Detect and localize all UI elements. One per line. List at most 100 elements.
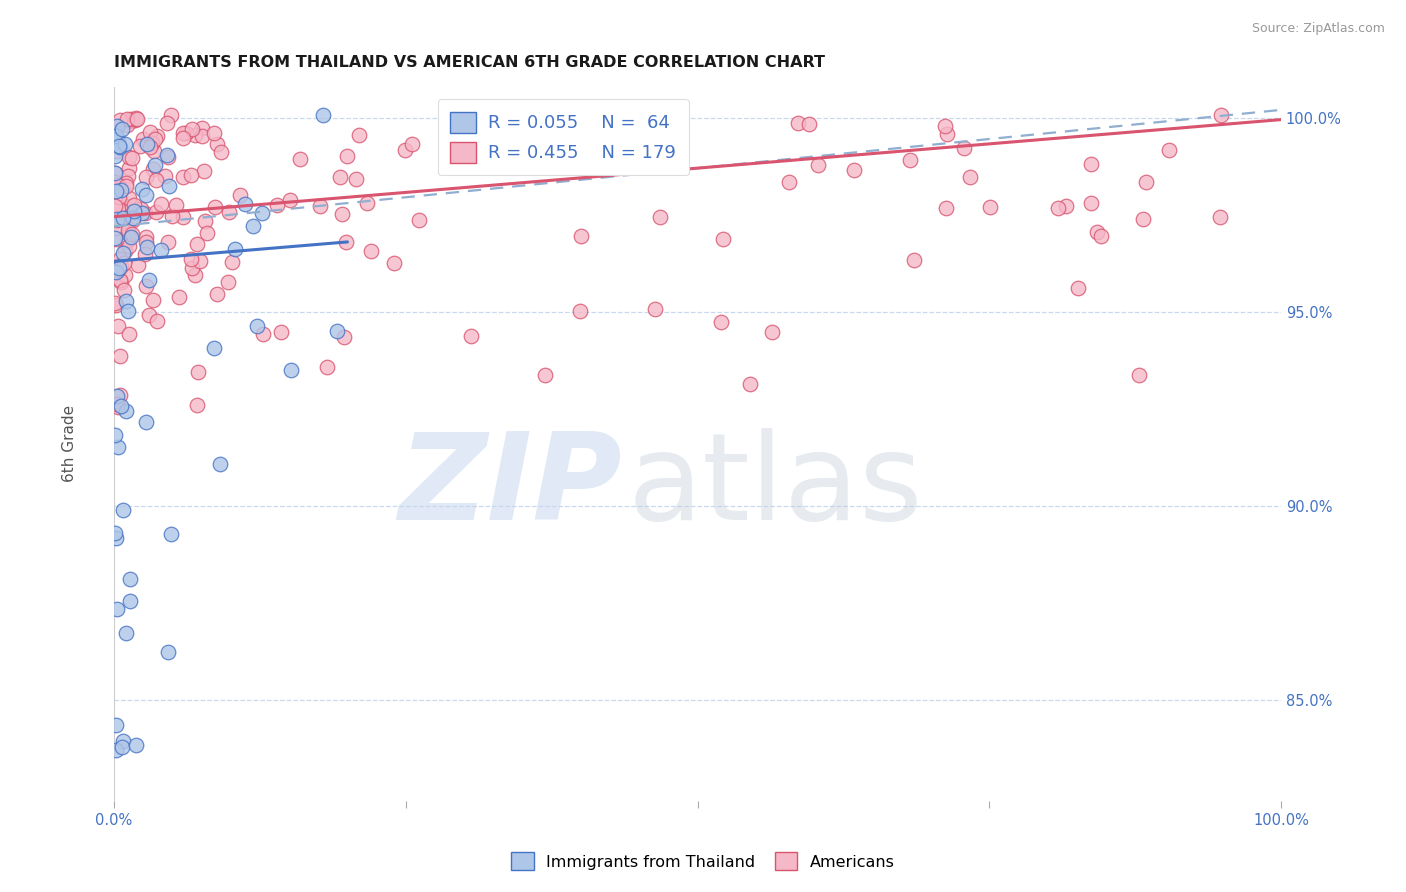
Point [104,718,127,732]
Point [205,287,228,301]
Point [110,183,132,197]
Point [135,170,157,185]
Point [224,242,246,256]
Point [107,132,129,146]
Point [329,169,352,184]
Point [146,314,169,328]
Point [104,176,127,190]
Point [105,213,128,227]
Point [118,150,141,164]
Point [1159,143,1181,157]
Point [108,260,131,275]
Point [135,240,157,254]
Point [105,743,128,757]
Point [105,389,128,403]
Point [903,252,925,267]
Point [180,122,202,136]
Point [1209,210,1232,224]
Point [534,368,557,382]
Point [115,625,138,640]
Point [122,198,145,212]
Point [105,297,128,311]
Point [172,169,194,184]
Point [190,121,212,136]
Point [135,230,157,244]
Point [1085,226,1108,240]
Point [181,260,204,275]
Point [114,137,136,152]
Point [120,112,142,126]
Point [117,223,139,237]
Point [111,211,134,225]
Point [935,201,957,215]
Point [205,136,228,151]
Point [114,403,136,417]
Point [330,207,353,221]
Point [460,329,482,343]
Point [569,228,592,243]
Point [122,212,145,227]
Point [333,329,356,343]
Point [235,197,257,211]
Point [115,118,138,132]
Point [191,129,214,144]
Point [619,108,641,122]
Point [648,210,671,224]
Point [172,211,194,225]
Point [204,200,226,214]
Point [110,259,132,273]
Point [167,290,190,304]
Point [202,341,225,355]
Y-axis label: 6th Grade: 6th Grade [62,405,77,483]
Point [121,152,143,166]
Point [104,265,127,279]
Point [898,153,921,167]
Point [447,124,470,138]
Text: atlas: atlas [627,428,924,545]
Point [145,173,167,187]
Point [107,190,129,204]
Point [111,733,134,747]
Point [107,178,129,193]
Point [143,158,166,172]
Point [135,187,157,202]
Point [108,139,131,153]
Point [107,440,129,454]
Point [115,176,138,190]
Point [105,397,128,411]
Point [127,112,149,126]
Point [118,227,141,241]
Point [117,326,139,341]
Point [117,233,139,247]
Point [105,260,128,274]
Point [174,126,197,140]
Point [104,532,127,546]
Point [186,236,208,251]
Point [122,203,145,218]
Point [193,164,215,178]
Point [786,116,808,130]
Point [186,398,208,412]
Point [128,138,150,153]
Point [568,303,591,318]
Point [266,197,288,211]
Point [218,205,240,219]
Point [104,232,127,246]
Point [118,239,141,253]
Point [135,415,157,429]
Point [401,137,423,152]
Point [112,284,135,298]
Point [105,131,128,145]
Point [115,112,138,127]
Point [953,141,976,155]
Point [979,201,1001,215]
Point [382,256,405,270]
Point [114,268,136,282]
Point [336,148,359,162]
Point [288,153,311,167]
Point [138,309,160,323]
Point [156,150,179,164]
Point [127,258,149,272]
Point [104,166,127,180]
Point [134,247,156,261]
